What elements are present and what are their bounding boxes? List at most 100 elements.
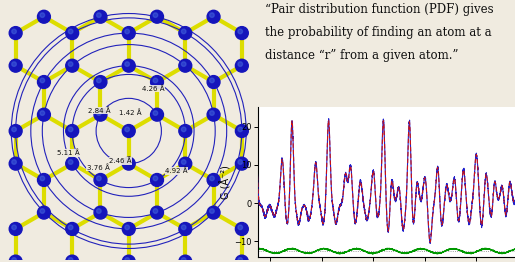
Circle shape [153, 13, 158, 18]
Circle shape [9, 124, 22, 138]
Circle shape [179, 124, 192, 138]
Circle shape [66, 27, 79, 40]
Circle shape [210, 13, 214, 18]
Text: 2.84 Å: 2.84 Å [88, 107, 111, 114]
Circle shape [38, 108, 50, 121]
Circle shape [68, 127, 73, 132]
Circle shape [235, 59, 248, 72]
Circle shape [125, 160, 129, 164]
Circle shape [207, 206, 220, 219]
Circle shape [68, 29, 73, 34]
Circle shape [150, 76, 163, 89]
Circle shape [210, 176, 214, 181]
Circle shape [12, 225, 16, 230]
Circle shape [125, 62, 129, 66]
Circle shape [181, 62, 186, 66]
Circle shape [9, 27, 22, 40]
Circle shape [68, 62, 73, 66]
Circle shape [235, 124, 248, 138]
Circle shape [179, 255, 192, 262]
Circle shape [66, 157, 79, 170]
Text: 4.26 Å: 4.26 Å [142, 85, 165, 92]
Circle shape [181, 160, 186, 164]
Circle shape [9, 157, 22, 170]
Circle shape [235, 255, 248, 262]
Circle shape [238, 258, 243, 262]
Circle shape [12, 127, 16, 132]
Circle shape [40, 78, 45, 83]
Circle shape [125, 127, 129, 132]
Circle shape [9, 59, 22, 72]
Circle shape [94, 10, 107, 23]
Text: 2.46 Å: 2.46 Å [109, 158, 132, 164]
Circle shape [9, 255, 22, 262]
Circle shape [179, 157, 192, 170]
Circle shape [181, 225, 186, 230]
Circle shape [40, 111, 45, 115]
Circle shape [94, 76, 107, 89]
Circle shape [238, 225, 243, 230]
Circle shape [207, 76, 220, 89]
Circle shape [238, 160, 243, 164]
Circle shape [210, 111, 214, 115]
Circle shape [125, 258, 129, 262]
Circle shape [207, 173, 220, 186]
Circle shape [68, 225, 73, 230]
Circle shape [97, 111, 101, 115]
Circle shape [125, 29, 129, 34]
Circle shape [40, 209, 45, 213]
Circle shape [40, 176, 45, 181]
Circle shape [123, 59, 135, 72]
Circle shape [150, 206, 163, 219]
Circle shape [179, 27, 192, 40]
Circle shape [153, 209, 158, 213]
Circle shape [235, 157, 248, 170]
Circle shape [153, 176, 158, 181]
Circle shape [125, 225, 129, 230]
Circle shape [153, 78, 158, 83]
Circle shape [97, 78, 101, 83]
Circle shape [38, 76, 50, 89]
Circle shape [207, 108, 220, 121]
Circle shape [97, 209, 101, 213]
Circle shape [68, 258, 73, 262]
Circle shape [210, 78, 214, 83]
Text: 5.11 Å: 5.11 Å [57, 150, 79, 156]
Text: 1.42 Å: 1.42 Å [119, 110, 142, 117]
Circle shape [181, 127, 186, 132]
Circle shape [38, 206, 50, 219]
Circle shape [97, 13, 101, 18]
Circle shape [235, 27, 248, 40]
Circle shape [66, 222, 79, 235]
Circle shape [179, 222, 192, 235]
Circle shape [123, 255, 135, 262]
Circle shape [150, 108, 163, 121]
Circle shape [38, 10, 50, 23]
Circle shape [94, 108, 107, 121]
Circle shape [210, 209, 214, 213]
Circle shape [235, 222, 248, 235]
Circle shape [123, 124, 135, 138]
Circle shape [150, 10, 163, 23]
Circle shape [94, 173, 107, 186]
Text: 4.92 Å: 4.92 Å [165, 168, 188, 174]
Circle shape [66, 124, 79, 138]
Circle shape [12, 258, 16, 262]
Circle shape [181, 258, 186, 262]
Circle shape [153, 111, 158, 115]
Text: 3.76 Å: 3.76 Å [87, 164, 110, 171]
Circle shape [238, 127, 243, 132]
Circle shape [123, 222, 135, 235]
Circle shape [66, 59, 79, 72]
Circle shape [150, 173, 163, 186]
Circle shape [12, 62, 16, 66]
Circle shape [123, 27, 135, 40]
Circle shape [94, 206, 107, 219]
Circle shape [68, 160, 73, 164]
Y-axis label: G (Å⁻²): G (Å⁻²) [220, 165, 232, 199]
Circle shape [38, 173, 50, 186]
Text: “Pair distribution function (PDF) gives
the probability of finding an atom at a
: “Pair distribution function (PDF) gives … [266, 3, 494, 62]
Circle shape [238, 62, 243, 66]
Circle shape [238, 29, 243, 34]
Circle shape [9, 222, 22, 235]
